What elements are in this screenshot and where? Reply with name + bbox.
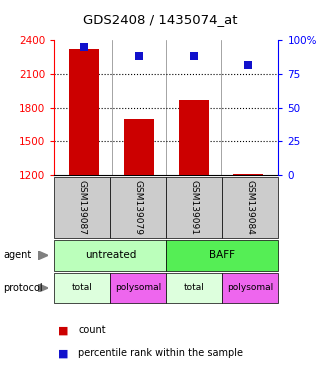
- Bar: [69, 49, 100, 175]
- Bar: [233, 174, 263, 175]
- Text: ■: ■: [58, 348, 68, 358]
- Text: GSM139091: GSM139091: [190, 180, 199, 235]
- Text: total: total: [72, 283, 93, 293]
- Point: [191, 53, 196, 60]
- Point: [82, 44, 87, 50]
- Text: total: total: [184, 283, 205, 293]
- Text: percentile rank within the sample: percentile rank within the sample: [78, 348, 244, 358]
- Point: [246, 61, 251, 68]
- Text: protocol: protocol: [3, 283, 43, 293]
- Polygon shape: [38, 284, 48, 292]
- Bar: [124, 119, 154, 175]
- Text: untreated: untreated: [85, 250, 136, 260]
- Text: GSM139079: GSM139079: [134, 180, 143, 235]
- Polygon shape: [38, 251, 48, 260]
- Text: GSM139084: GSM139084: [246, 180, 255, 235]
- Text: GDS2408 / 1435074_at: GDS2408 / 1435074_at: [83, 13, 237, 26]
- Bar: [179, 100, 209, 175]
- Text: GSM139087: GSM139087: [78, 180, 87, 235]
- Point: [137, 53, 142, 60]
- Text: polysomal: polysomal: [115, 283, 162, 293]
- Text: polysomal: polysomal: [227, 283, 274, 293]
- Text: count: count: [78, 325, 106, 335]
- Text: ■: ■: [58, 325, 68, 335]
- Text: agent: agent: [3, 250, 31, 260]
- Text: BAFF: BAFF: [209, 250, 236, 260]
